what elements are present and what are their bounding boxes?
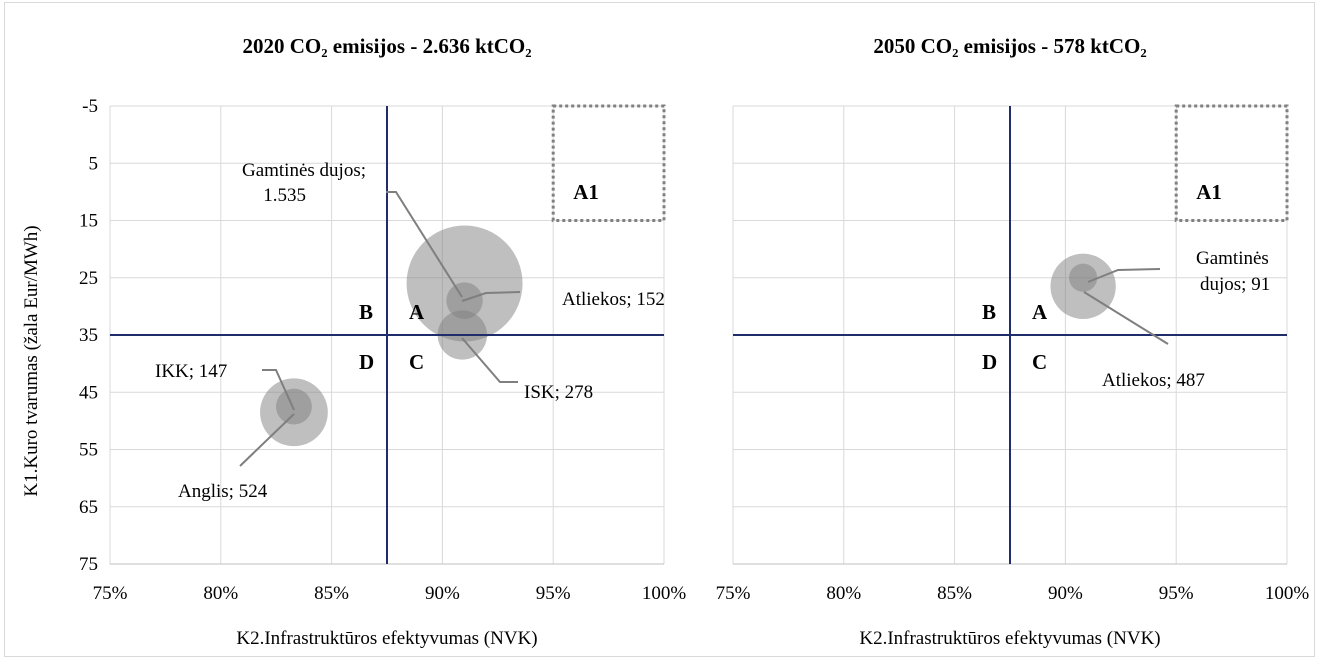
quadrant-label-a: A: [409, 300, 425, 324]
y-tick-label: 35: [79, 325, 98, 346]
leader-line: [262, 369, 295, 411]
x-axis-title-right: K2.Infrastruktūros efektyvumas (NVK): [859, 628, 1161, 649]
chart-title-2050: 2050 CO₂ emisijos - 578 ktCO₂: [873, 34, 1147, 58]
y-tick-label: 45: [79, 382, 98, 403]
quadrant-label-c: C: [1032, 350, 1047, 374]
y-tick-label: -5: [82, 96, 98, 117]
leader-line: [386, 191, 463, 298]
x-tick-label: 80%: [826, 583, 861, 604]
data-label: Anglis; 524: [178, 481, 268, 502]
x-tick-label: 95%: [536, 583, 571, 604]
leader-line: [1083, 291, 1169, 345]
x-axis-title-left: K2.Infrastruktūros efektyvumas (NVK): [236, 628, 538, 649]
x-tick-label: 100%: [642, 583, 687, 604]
y-tick-label: 55: [79, 440, 98, 461]
x-tick-label: 100%: [1265, 583, 1310, 604]
data-label: Atliekos; 487: [1102, 370, 1205, 391]
quadrant-label-d: D: [359, 350, 374, 374]
x-tick-label: 90%: [1048, 583, 1083, 604]
y-tick-label: 75: [79, 554, 98, 575]
quadrant-label-b: B: [359, 300, 373, 324]
quadrant-label-c: C: [409, 350, 424, 374]
data-label: dujos; 91: [1200, 274, 1270, 295]
target-box-label: A1: [573, 180, 599, 204]
leader-line: [1087, 268, 1161, 283]
quadrant-label-a: A: [1032, 300, 1048, 324]
quadrant-label-b: B: [982, 300, 996, 324]
bubble-gamtinės-dujos: [1069, 263, 1098, 292]
chart-title-2020: 2020 CO₂ emisijos - 2.636 ktCO₂: [242, 34, 532, 58]
data-label: Gamtinės dujos;: [242, 160, 366, 181]
x-tick-label: 90%: [425, 583, 460, 604]
x-tick-label: 80%: [203, 583, 238, 604]
y-tick-label: 65: [79, 497, 98, 518]
chart-frame: [4, 2, 1315, 657]
leader-line: [239, 413, 295, 467]
data-label: Gamtinės: [1196, 248, 1269, 269]
y-tick-label: 5: [89, 153, 99, 174]
leader-line: [461, 337, 518, 383]
y-tick-label: 25: [79, 268, 98, 289]
x-tick-label: 75%: [93, 583, 128, 604]
y-tick-label: 15: [79, 211, 98, 232]
data-label: 1.535: [263, 185, 306, 206]
x-tick-label: 95%: [1159, 583, 1194, 604]
quadrant-label-d: D: [982, 350, 997, 374]
target-box-label: A1: [1196, 180, 1222, 204]
bubble-ikk: [275, 388, 312, 425]
x-tick-label: 85%: [314, 583, 349, 604]
data-label: ISK; 278: [524, 382, 593, 403]
data-label: IKK; 147: [155, 361, 227, 382]
data-label: Atliekos; 152: [562, 289, 665, 310]
target-box-a1: [551, 104, 666, 222]
x-tick-label: 85%: [937, 583, 972, 604]
target-box-a1: [1174, 104, 1289, 222]
x-tick-label: 75%: [716, 583, 751, 604]
leader-line: [461, 291, 521, 302]
